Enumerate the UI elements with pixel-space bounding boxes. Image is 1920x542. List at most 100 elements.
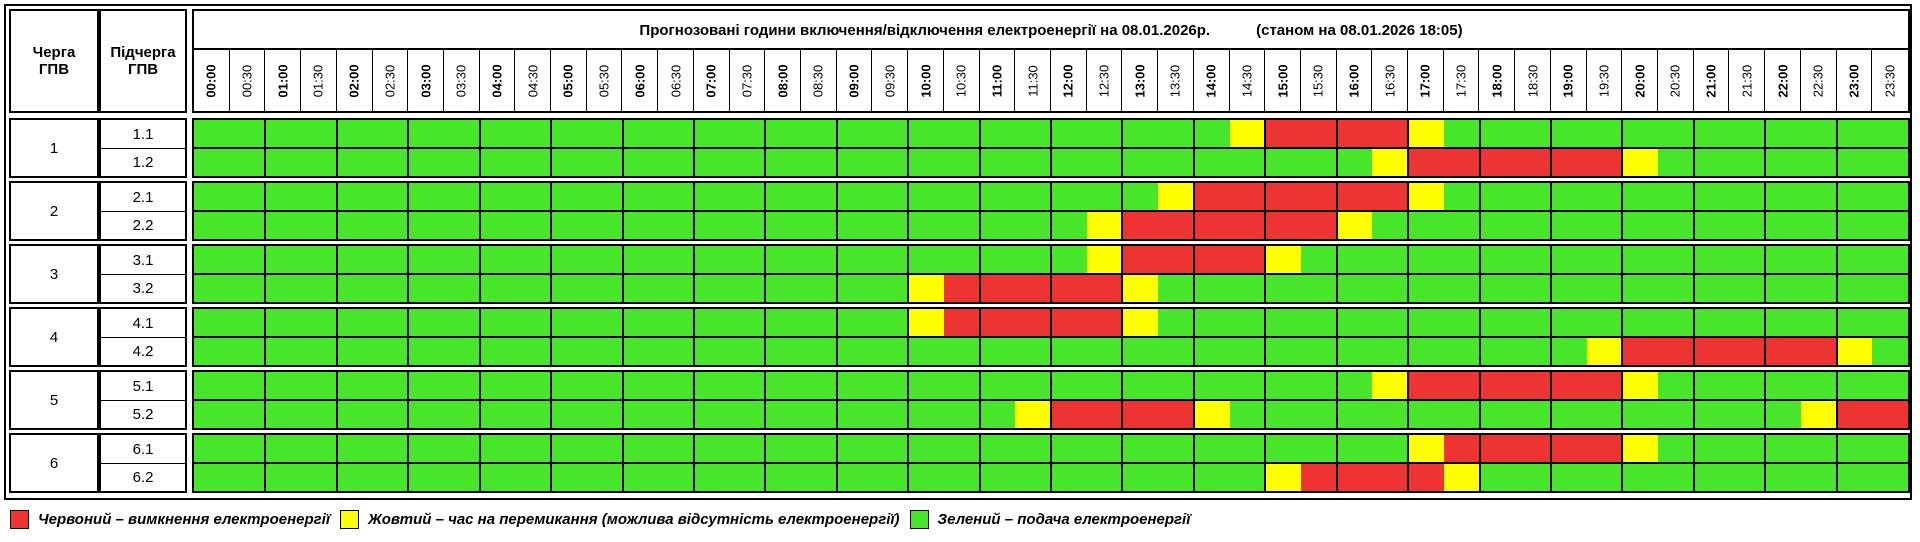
slot-cell bbox=[1836, 400, 1873, 428]
slot-cell bbox=[443, 435, 481, 463]
slot-cell bbox=[1693, 400, 1730, 428]
slot-cell bbox=[1229, 148, 1266, 176]
hour-divider bbox=[1335, 309, 1338, 365]
slot-cell bbox=[943, 400, 981, 428]
slot-cell bbox=[1408, 337, 1445, 365]
hour-divider bbox=[1549, 372, 1552, 428]
slot-cell bbox=[693, 148, 731, 176]
slot-cell bbox=[1550, 372, 1588, 400]
slot-cell bbox=[1550, 337, 1588, 365]
slot-cell bbox=[229, 309, 266, 337]
time-label: 14:00 bbox=[1203, 63, 1219, 98]
slot-cell bbox=[836, 400, 873, 428]
slot-cell bbox=[1658, 309, 1695, 337]
slot-cell bbox=[1550, 274, 1588, 302]
slot-cell bbox=[408, 211, 445, 239]
time-slot-header: 20:30 bbox=[1658, 50, 1694, 111]
time-slot-header: 19:00 bbox=[1551, 50, 1587, 111]
slot-cell bbox=[1265, 120, 1302, 148]
slot-cell bbox=[1265, 309, 1302, 337]
time-label: 10:30 bbox=[953, 64, 969, 97]
slot-cell bbox=[1336, 309, 1373, 337]
hour-divider bbox=[335, 372, 338, 428]
slot-cell bbox=[1836, 274, 1873, 302]
slot-cell bbox=[1336, 120, 1373, 148]
slot-cell bbox=[1122, 246, 1159, 274]
slot-cell bbox=[1015, 309, 1052, 337]
slot-cell bbox=[1372, 372, 1409, 400]
slot-cell bbox=[1800, 400, 1838, 428]
slot-cell bbox=[801, 337, 838, 365]
slot-cell bbox=[1229, 274, 1266, 302]
hour-divider bbox=[1050, 183, 1052, 239]
slot-cell bbox=[301, 372, 338, 400]
slot-cell bbox=[801, 211, 838, 239]
slot-cell bbox=[1479, 120, 1516, 148]
slot-cell bbox=[1408, 435, 1445, 463]
slot-cell bbox=[194, 400, 231, 428]
slot-cell bbox=[301, 148, 338, 176]
hour-divider bbox=[1121, 246, 1124, 302]
time-slot-header: 06:00 bbox=[623, 50, 659, 111]
slot-cell bbox=[1800, 274, 1838, 302]
hour-divider bbox=[1264, 372, 1267, 428]
slot-cell bbox=[1408, 246, 1445, 274]
slot-cell bbox=[479, 246, 516, 274]
slot-cell bbox=[1765, 183, 1802, 211]
time-slot-header: 10:30 bbox=[944, 50, 980, 111]
slot-cell bbox=[872, 337, 909, 365]
time-label: 05:00 bbox=[560, 63, 576, 98]
slot-cell bbox=[1693, 183, 1730, 211]
slot-cell bbox=[872, 120, 909, 148]
slot-cell bbox=[479, 372, 516, 400]
slot-cell bbox=[1229, 246, 1266, 274]
slot-cell bbox=[479, 337, 516, 365]
queue-label: 4 bbox=[49, 328, 59, 346]
slot-cell bbox=[551, 246, 588, 274]
slot-cell bbox=[1372, 463, 1409, 491]
hour-divider bbox=[1407, 183, 1410, 239]
slot-cell bbox=[1336, 211, 1373, 239]
time-slot-header: 18:00 bbox=[1480, 50, 1516, 111]
time-slot-header: 06:30 bbox=[658, 50, 694, 111]
slot-cell bbox=[1550, 463, 1588, 491]
slot-cell bbox=[515, 400, 552, 428]
time-label: 15:30 bbox=[1310, 64, 1326, 97]
queue-label: 6 bbox=[49, 454, 59, 472]
slot-cell bbox=[1086, 435, 1123, 463]
slot-cell bbox=[515, 337, 552, 365]
hour-divider bbox=[550, 309, 553, 365]
slot-cell bbox=[443, 372, 481, 400]
time-slot-header: 09:30 bbox=[872, 50, 909, 111]
slot-cell bbox=[1265, 183, 1302, 211]
slot-cell bbox=[1051, 463, 1088, 491]
slot-cell bbox=[301, 120, 338, 148]
slot-cell bbox=[658, 372, 695, 400]
slot-cell bbox=[1122, 148, 1159, 176]
time-label: 15:00 bbox=[1275, 63, 1291, 98]
slot-cell bbox=[836, 120, 873, 148]
slot-cell bbox=[1586, 337, 1623, 365]
time-label: 00:00 bbox=[203, 63, 219, 98]
hour-divider bbox=[692, 309, 695, 365]
hour-divider bbox=[1050, 435, 1052, 491]
time-slot-header: 11:30 bbox=[1015, 50, 1051, 111]
time-label: 06:30 bbox=[668, 64, 684, 97]
subqueue-label: 6.2 bbox=[101, 463, 185, 491]
slot-cell bbox=[658, 183, 695, 211]
hour-divider bbox=[407, 246, 410, 302]
slot-cell bbox=[479, 309, 516, 337]
hour-divider bbox=[1478, 372, 1481, 428]
slot-cell bbox=[658, 211, 695, 239]
subqueue-label: 3.1 bbox=[132, 251, 154, 269]
slot-cell bbox=[693, 211, 731, 239]
hour-divider bbox=[835, 435, 838, 491]
hour-divider bbox=[764, 372, 767, 428]
slot-cell bbox=[622, 183, 659, 211]
slot-cell bbox=[1051, 148, 1088, 176]
slot-cell bbox=[908, 211, 945, 239]
slot-cell bbox=[229, 148, 266, 176]
hour-divider bbox=[621, 435, 624, 491]
slot-cell bbox=[1300, 183, 1338, 211]
slot-cell bbox=[1622, 148, 1659, 176]
